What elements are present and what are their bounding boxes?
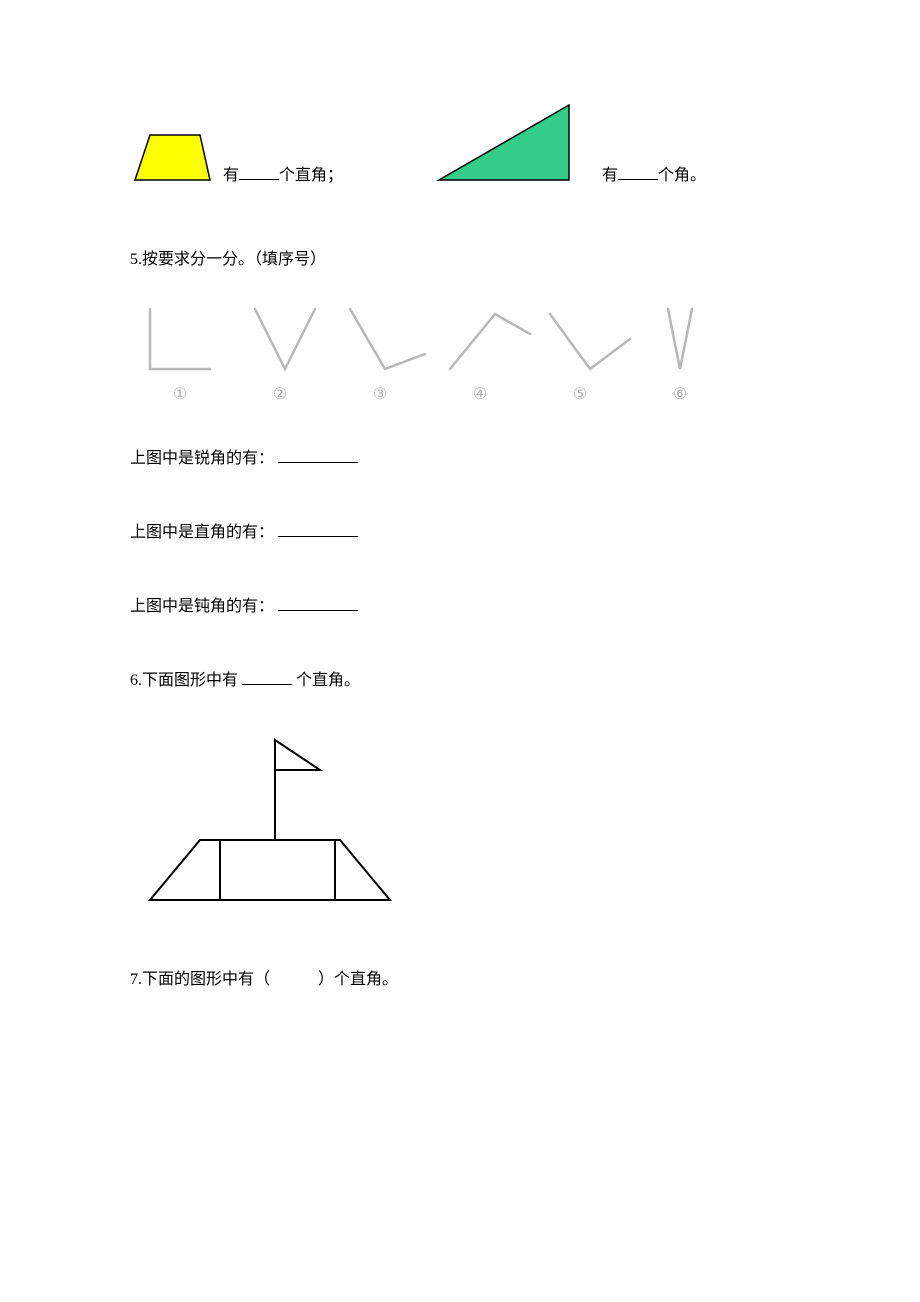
right-label: 上图中是直角的有：	[130, 524, 274, 541]
q5-title: 5.按要求分一分。（填序号）	[130, 245, 790, 269]
svg-text:①: ①	[173, 386, 187, 403]
obtuse-label: 上图中是钝角的有：	[130, 598, 274, 615]
q6-prefix: 6.下面图形中有	[130, 672, 238, 689]
trap-question-text: 有 个直角；	[223, 161, 343, 185]
trap-suffix: 个直角；	[279, 161, 343, 185]
obtuse-line: 上图中是钝角的有：	[130, 592, 790, 616]
acute-line: 上图中是锐角的有：	[130, 444, 790, 468]
trap-blank[interactable]	[239, 164, 279, 180]
right-line: 上图中是直角的有：	[130, 518, 790, 542]
acute-label: 上图中是锐角的有：	[130, 450, 274, 467]
svg-text:②: ②	[273, 386, 287, 403]
triangle-shape	[429, 100, 579, 185]
q6-suffix: 个直角。	[296, 672, 360, 689]
svg-text:③: ③	[373, 386, 387, 403]
angles-diagram: ① ② ③ ④ ⑤ ⑥	[130, 299, 770, 409]
shapes-row: 有 个直角； 有 个角。	[130, 100, 790, 185]
tri-blank[interactable]	[618, 164, 658, 180]
svg-text:⑤: ⑤	[573, 386, 587, 403]
svg-text:⑥: ⑥	[673, 386, 687, 403]
acute-blank[interactable]	[278, 447, 358, 463]
angles-row: ① ② ③ ④ ⑤ ⑥	[130, 299, 790, 414]
tri-prefix: 有	[602, 161, 618, 185]
q7-title: 7.下面的图形中有（ ）个直角。	[130, 965, 790, 989]
obtuse-blank[interactable]	[278, 595, 358, 611]
right-blank[interactable]	[278, 521, 358, 537]
boat-figure	[140, 720, 790, 915]
svg-text:④: ④	[473, 386, 487, 403]
trapezoid-shape	[130, 130, 215, 185]
boat-svg	[140, 720, 400, 910]
trap-prefix: 有	[223, 161, 239, 185]
q6-blank[interactable]	[242, 669, 292, 685]
tri-question-text: 有 个角。	[602, 161, 706, 185]
q6-title: 6.下面图形中有 个直角。	[130, 666, 790, 690]
tri-suffix: 个角。	[658, 161, 706, 185]
